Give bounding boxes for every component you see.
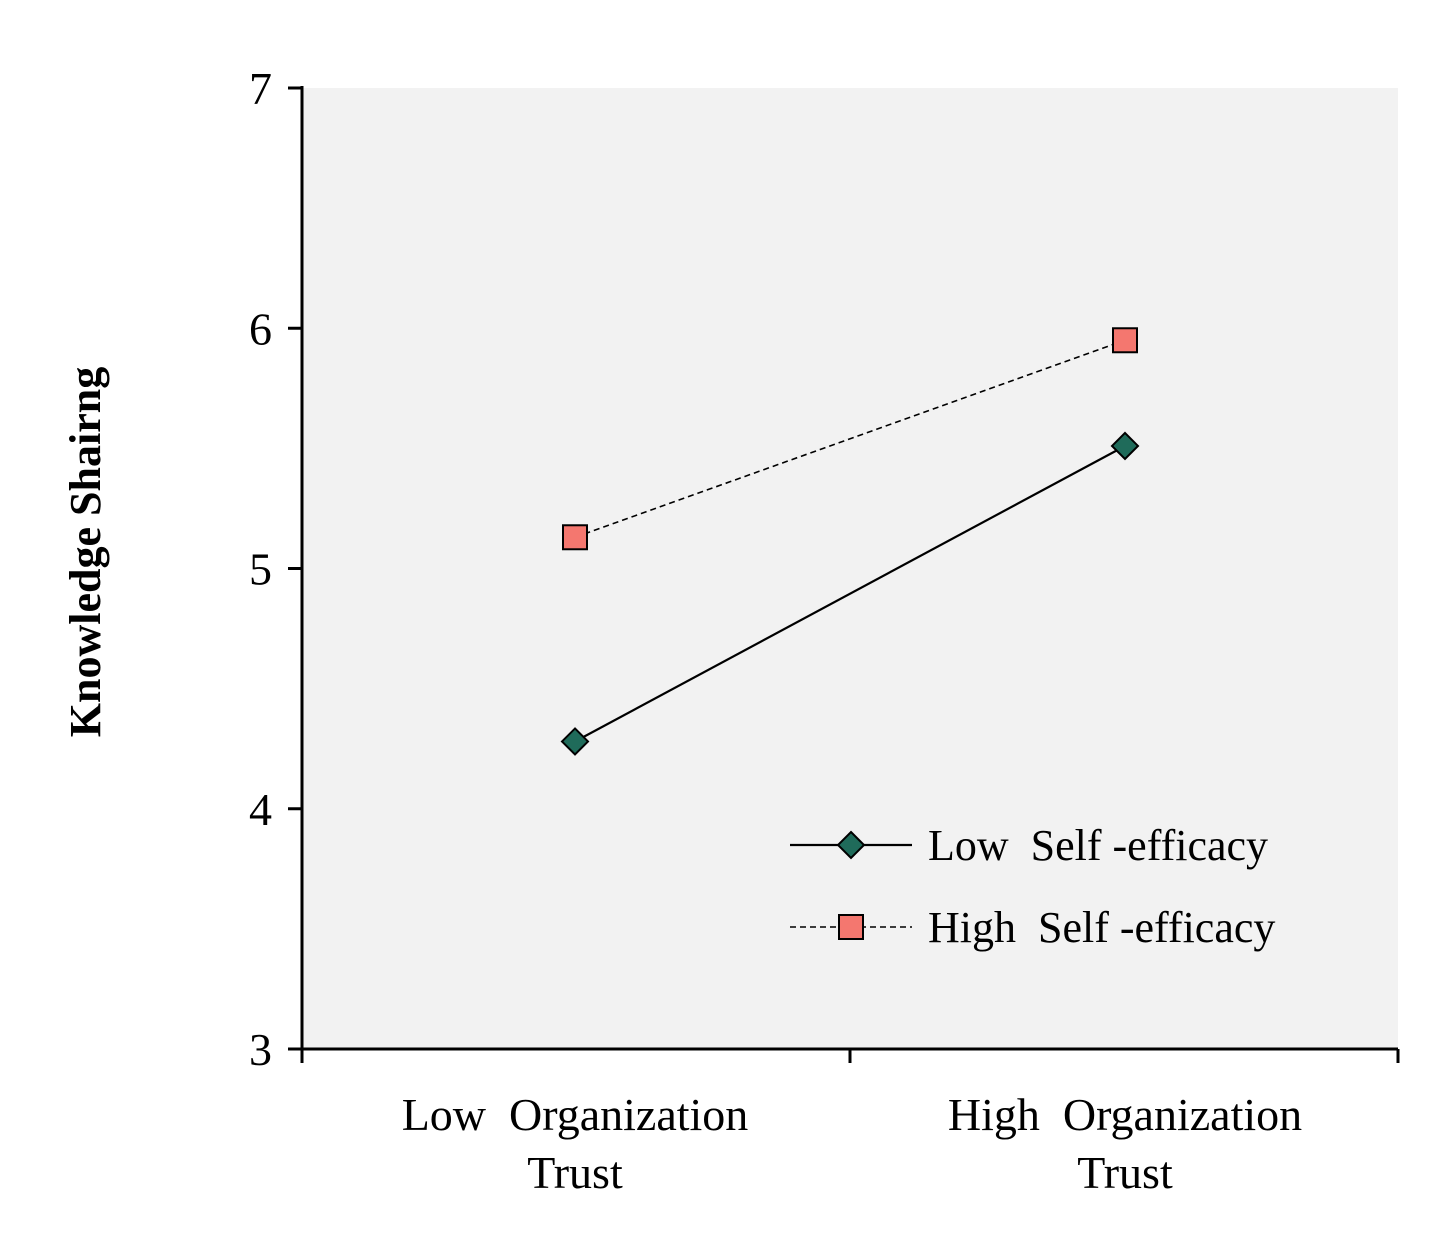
x-category-label: Trust bbox=[1077, 1147, 1173, 1198]
plot-area bbox=[302, 88, 1398, 1049]
legend-label: High Self -efficacy bbox=[928, 903, 1275, 952]
x-category-label: Low Organization bbox=[402, 1089, 749, 1140]
x-axis-category-labels: Low Organization Trust High Organization Tr… bbox=[402, 1089, 1302, 1198]
legend-label: Low Self -efficacy bbox=[928, 821, 1268, 870]
y-tick-label: 5 bbox=[249, 544, 272, 595]
data-point-low-self-efficacy bbox=[1110, 431, 1140, 461]
y-tick-label: 7 bbox=[249, 63, 272, 114]
series-markers bbox=[560, 327, 1140, 756]
data-point-high-self-efficacy bbox=[562, 524, 588, 551]
series-line-low-self-efficacy bbox=[574, 445, 1126, 743]
y-axis-ticks: 3 4 5 6 7 bbox=[249, 63, 302, 1075]
data-point-high-self-efficacy bbox=[1112, 327, 1138, 354]
y-tick-label: 4 bbox=[249, 784, 272, 835]
x-category-label: High Organization bbox=[948, 1089, 1302, 1140]
legend-marker bbox=[838, 914, 864, 940]
series-line-high-self-efficacy bbox=[574, 339, 1126, 539]
y-axis-label: Knowledge Shairng bbox=[61, 367, 110, 737]
legend: Low Self -efficacy High Self -efficacy bbox=[790, 821, 1275, 952]
legend-marker bbox=[836, 830, 866, 860]
x-category-label: Trust bbox=[527, 1147, 623, 1198]
data-point-low-self-efficacy bbox=[560, 727, 590, 756]
y-tick-label: 3 bbox=[249, 1024, 272, 1075]
series-lines bbox=[574, 339, 1126, 743]
y-tick-label: 6 bbox=[249, 303, 272, 354]
